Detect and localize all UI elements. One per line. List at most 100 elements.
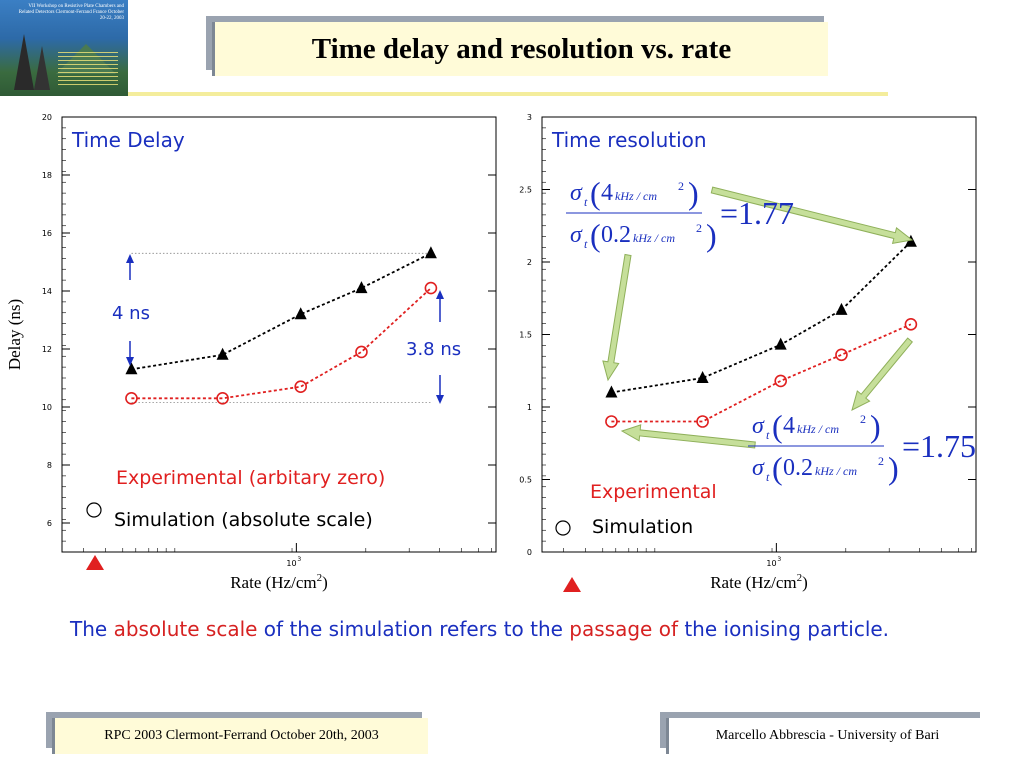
footer-right-text: Marcello Abbrescia - University of Bari bbox=[715, 728, 940, 743]
program-lines bbox=[58, 52, 118, 86]
logo-text: VII Workshop on Resistive Plate Chambers… bbox=[18, 4, 124, 21]
x-exponent-base: 10 bbox=[766, 559, 776, 568]
green-arrow-to-sim-low bbox=[620, 424, 756, 449]
legend: Experimental Simulation bbox=[555, 481, 717, 592]
formula-paren-open-num: ( bbox=[590, 175, 601, 211]
data-point-simulation bbox=[294, 380, 308, 394]
plot-frame bbox=[61, 116, 497, 553]
y-tick-label: 2.5 bbox=[519, 186, 532, 195]
x-axis-label: Rate (Hz/cm2) bbox=[710, 572, 808, 592]
data-point-experimental bbox=[696, 371, 709, 383]
series-line-0 bbox=[131, 252, 432, 371]
y-tick-label: 14 bbox=[42, 287, 52, 296]
arrow-down-head bbox=[126, 357, 134, 366]
y-tick-label: 8 bbox=[47, 461, 52, 470]
arrow-up-head bbox=[436, 290, 444, 299]
legend-label-simulation: Simulation (absolute scale) bbox=[114, 509, 373, 531]
cathedral-spire-left bbox=[14, 34, 34, 90]
legend: Experimental (arbitary zero) Simulation (… bbox=[86, 467, 385, 570]
bottom-note: The absolute scale of the simulation ref… bbox=[70, 614, 970, 644]
note-part-2: absolute scale bbox=[113, 617, 258, 641]
formula-paren-close-den: ) bbox=[888, 450, 899, 486]
y-tick-label: 1 bbox=[527, 403, 532, 412]
y-axis-label: Delay (ns) bbox=[5, 299, 24, 370]
data-point-simulation bbox=[216, 391, 229, 405]
note-part-1: The bbox=[70, 617, 114, 641]
formula-num-value: 4 bbox=[601, 180, 613, 206]
chart-title: Time Delay bbox=[71, 128, 185, 152]
data-point-simulation bbox=[424, 281, 438, 295]
y-tick-label: 0 bbox=[527, 548, 532, 557]
legend-label-simulation: Simulation bbox=[592, 516, 693, 538]
data-point-simulation bbox=[605, 415, 618, 428]
data-point-experimental bbox=[424, 246, 437, 259]
y-tick-label: 1.5 bbox=[519, 331, 532, 340]
formula-num-exp: 2 bbox=[678, 179, 684, 193]
data-point-experimental bbox=[355, 281, 368, 294]
series-line-1 bbox=[611, 323, 912, 423]
header-divider bbox=[128, 92, 888, 96]
formula-sub-num: t bbox=[766, 428, 770, 442]
legend-label-experimental: Experimental bbox=[590, 481, 717, 503]
y-tick-label: 20 bbox=[42, 113, 52, 122]
legend-marker-experimental bbox=[86, 555, 104, 570]
slide-title: Time delay and resolution vs. rate bbox=[311, 32, 732, 65]
y-tick-label: 18 bbox=[42, 171, 52, 180]
cathedral-spire-right bbox=[34, 46, 50, 90]
formula-sub-den: t bbox=[766, 470, 770, 484]
formula-paren-close-num: ) bbox=[870, 408, 881, 444]
chart-title: Time resolution bbox=[551, 128, 707, 152]
formula-2: σ t(4 kHz / cm2)σ t(0.2 kHz / cm2)=1.75 bbox=[748, 408, 976, 486]
arrow-up-head bbox=[126, 254, 134, 263]
y-tick-label: 10 bbox=[42, 403, 52, 412]
annotation-3-8ns: 3.8 ns bbox=[406, 290, 461, 404]
formula-den-unit: kHz / cm bbox=[815, 464, 857, 478]
formula-den-value: 0.2 bbox=[783, 455, 813, 481]
formula-paren-open-den: ( bbox=[590, 217, 601, 253]
arrow-down-head bbox=[436, 395, 444, 404]
legend-marker-experimental bbox=[563, 577, 581, 592]
data-point-experimental bbox=[605, 385, 618, 398]
data-point-experimental bbox=[835, 302, 848, 315]
workshop-logo: VII Workshop on Resistive Plate Chambers… bbox=[0, 0, 128, 96]
formula-1: σ t(4 kHz / cm2)σ t(0.2 kHz / cm2)=1.77 bbox=[566, 175, 794, 253]
green-arrow-to-exp-high bbox=[710, 186, 914, 245]
formula-den-unit: kHz / cm bbox=[633, 231, 675, 245]
formula-result: =1.77 bbox=[720, 195, 794, 231]
y-tick-label: 16 bbox=[42, 229, 52, 238]
green-arrow-to-sim-high bbox=[851, 337, 914, 411]
note-part-5: the ionising particle. bbox=[677, 617, 890, 641]
annotation-label: 3.8 ns bbox=[406, 339, 461, 360]
legend-marker-simulation bbox=[86, 502, 102, 518]
formula-sub-num: t bbox=[584, 195, 588, 209]
green-arrow-to-exp-low bbox=[602, 253, 632, 382]
x-axis-label: Rate (Hz/cm2) bbox=[230, 572, 328, 592]
formula-num-unit: kHz / cm bbox=[615, 189, 657, 203]
data-point-simulation bbox=[355, 345, 368, 359]
y-tick-label: 3 bbox=[527, 113, 532, 122]
footer-right-box: Marcello Abbrescia - University of Bari bbox=[660, 712, 986, 754]
footer-left-box: RPC 2003 Clermont-Ferrand October 20th, … bbox=[46, 712, 428, 754]
formula-paren-open-den: ( bbox=[772, 450, 783, 486]
formula-num-unit: kHz / cm bbox=[797, 422, 839, 436]
formula-sub-den: t bbox=[584, 237, 588, 251]
formula-sigma-num: σ bbox=[752, 413, 765, 439]
x-exponent-power: 3 bbox=[777, 556, 781, 563]
y-tick-label: 0.5 bbox=[519, 476, 532, 485]
note-part-4: passage of bbox=[569, 617, 678, 641]
formula-num-value: 4 bbox=[783, 413, 795, 439]
data-point-experimental bbox=[125, 362, 138, 375]
legend-marker-simulation bbox=[555, 520, 571, 536]
formula-paren-close-den: ) bbox=[706, 217, 717, 253]
formula-sigma-den: σ bbox=[752, 455, 765, 481]
footer-left-text: RPC 2003 Clermont-Ferrand October 20th, … bbox=[104, 728, 379, 743]
data-point-simulation bbox=[696, 415, 709, 428]
formula-den-exp: 2 bbox=[696, 221, 702, 235]
y-tick-label: 6 bbox=[47, 519, 52, 528]
formula-paren-close-num: ) bbox=[688, 175, 699, 211]
formula-sigma-num: σ bbox=[570, 180, 583, 206]
annotation-4ns: 4 ns bbox=[112, 254, 150, 366]
data-point-simulation bbox=[835, 348, 848, 362]
